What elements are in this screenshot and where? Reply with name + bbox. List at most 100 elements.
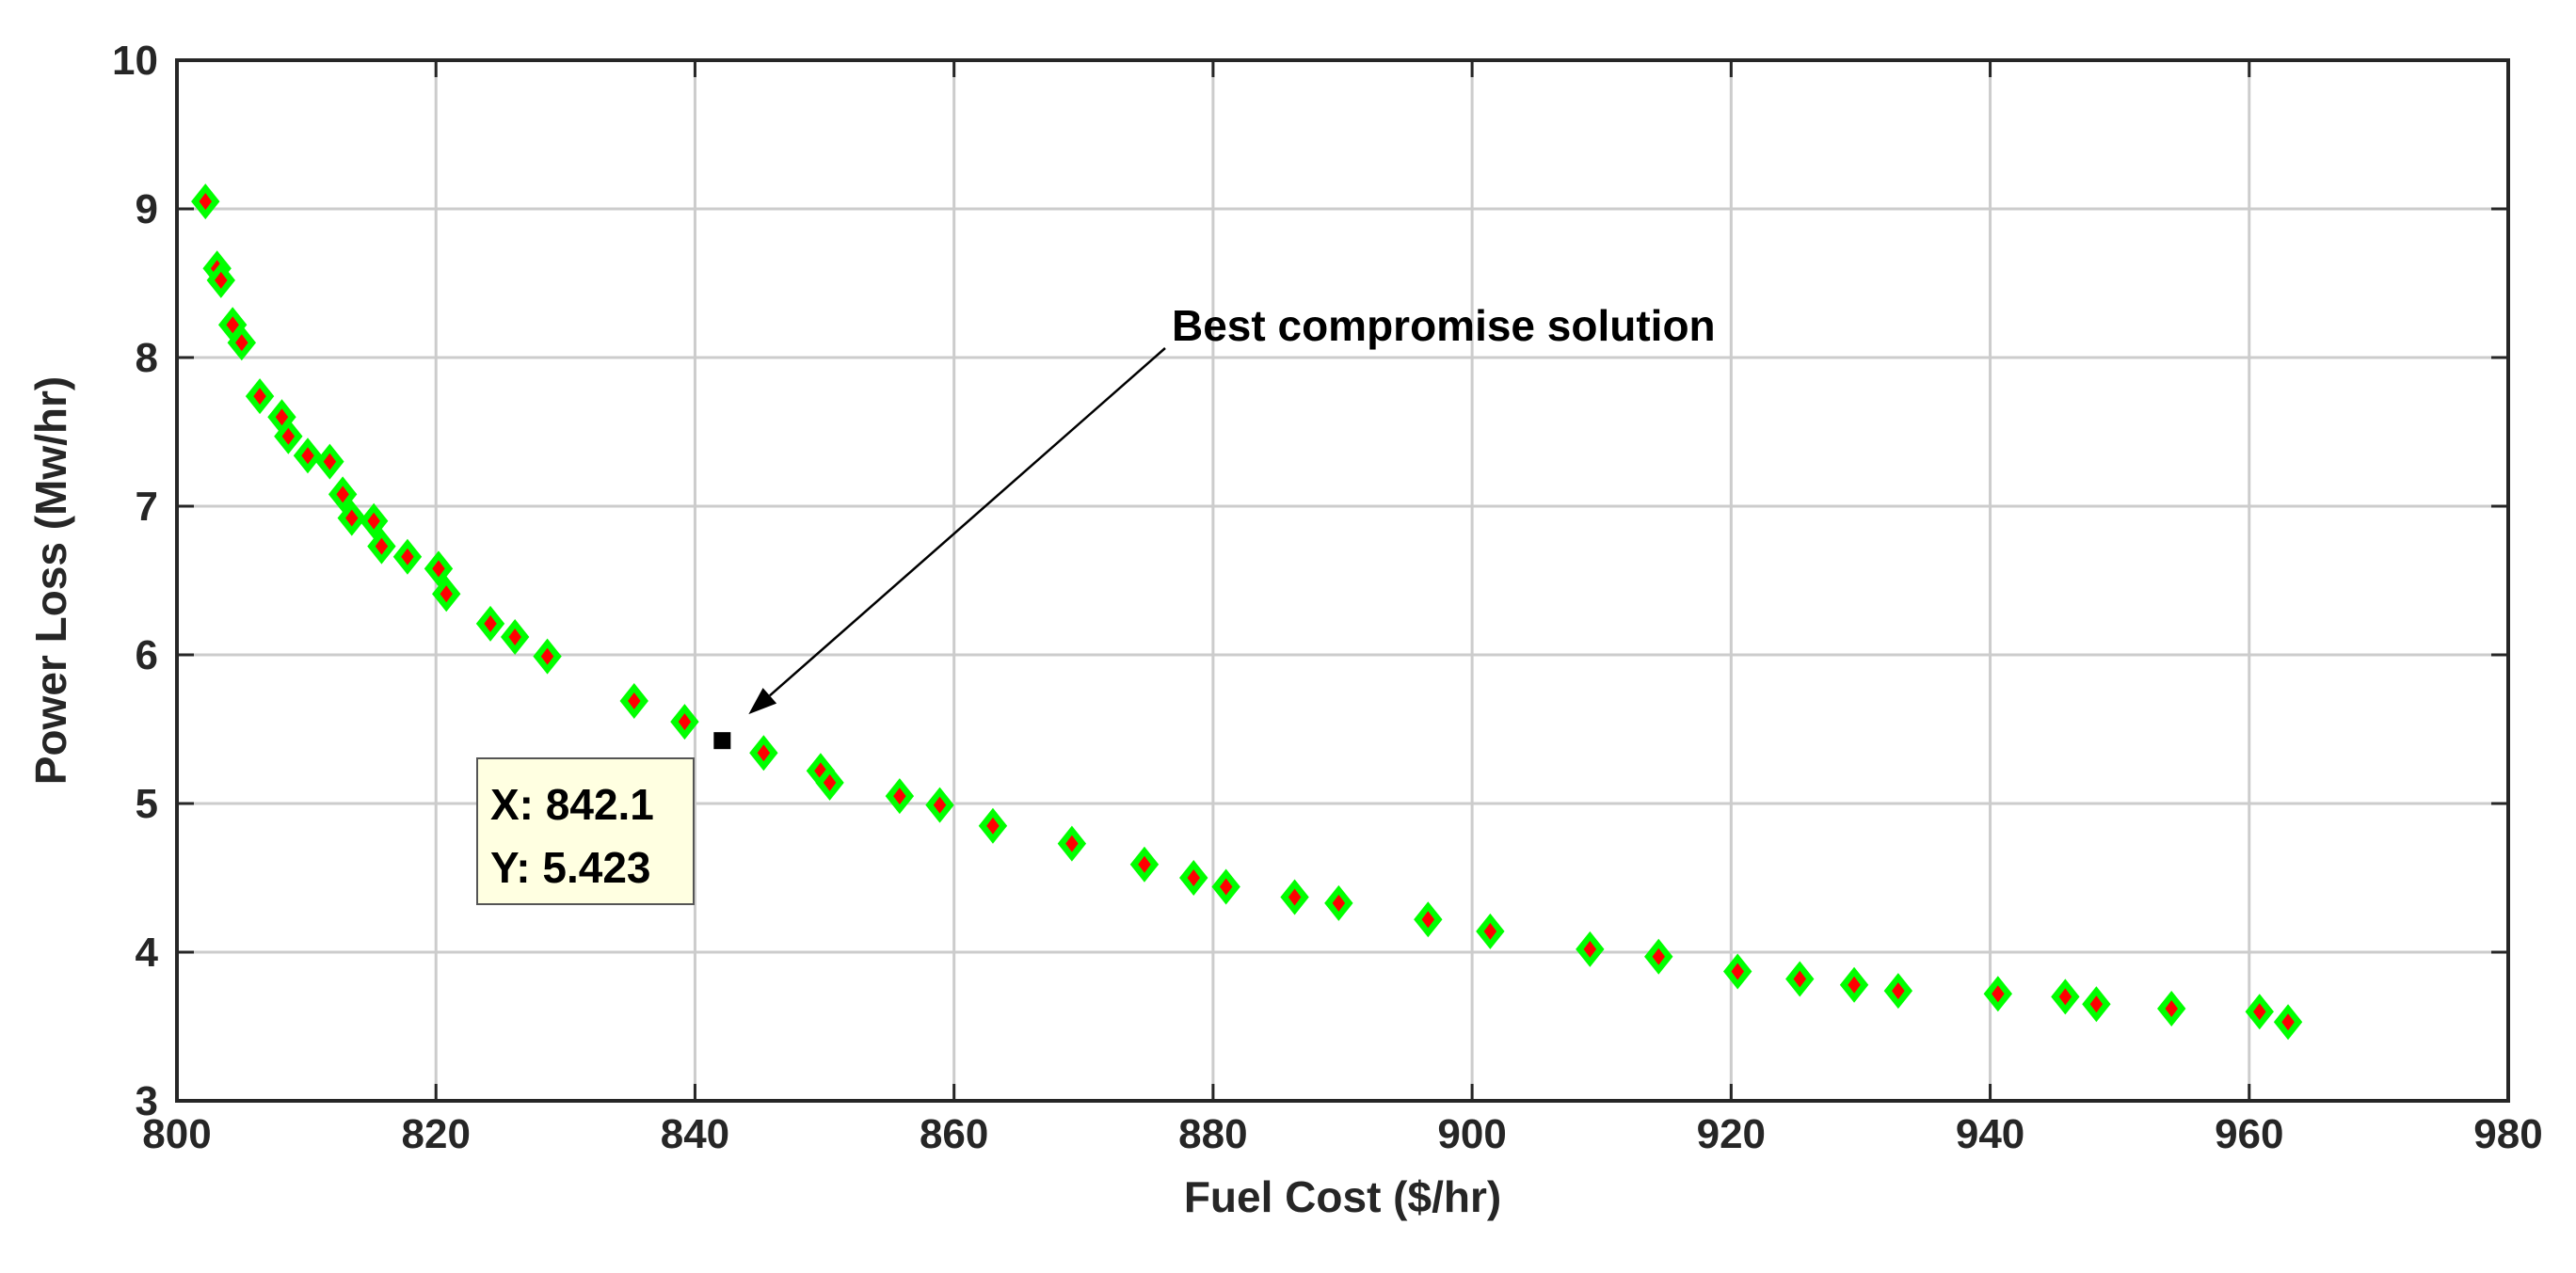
data-point [432,576,461,613]
data-point [1179,860,1208,896]
data-point-inner [2058,988,2072,1006]
data-point [191,183,220,220]
data-point [2245,994,2274,1030]
x-axis-label: Fuel Cost ($/hr) [1184,1172,1501,1221]
data-point [670,704,699,740]
data-point-inner [1992,985,2005,1003]
data-point-inner [2165,1000,2178,1018]
y-tick-label: 9 [136,186,158,232]
data-point-inner [986,817,1000,835]
data-point-inner [628,692,641,709]
data-point-inner [375,537,389,555]
datatip-x-value: X: 842.1 [490,780,654,829]
data-point-inner [235,334,248,352]
data-point [1723,953,1752,990]
data-point-inner [893,788,906,805]
data-point-inner [215,271,228,289]
data-point [337,500,366,536]
data-point-inner [432,560,445,578]
data-point [1576,931,1605,967]
data-point [392,538,423,575]
data-point [1280,879,1309,915]
data-point-inner [367,512,380,530]
data-point [1785,961,1815,997]
data-point [245,378,275,415]
data-point-inner [1483,922,1497,940]
data-point-inner [2281,1013,2295,1031]
data-point [1476,913,1505,949]
x-tick-label: 800 [142,1111,211,1157]
data-point-inner [508,629,521,646]
data-point-inner [1583,940,1597,958]
data-point [2157,991,2186,1027]
datatip-y-value: Y: 5.423 [490,843,650,892]
annotation-text: Best compromise solution [1172,301,1716,350]
data-point-inner [1138,855,1151,873]
datatip: X: 842.1 Y: 5.423 [476,757,695,905]
x-tick-label: 960 [2215,1111,2283,1157]
x-tick-label: 880 [1178,1111,1247,1157]
data-point [500,619,530,656]
data-point-inner [2253,1003,2266,1021]
data-point [1839,966,1869,1003]
data-point-inner [1187,869,1200,886]
data-point [815,764,844,801]
data-point [619,682,648,719]
data-point-inner [2089,995,2104,1013]
data-point-inner [933,796,947,814]
data-point [1129,846,1160,883]
y-tick-label: 8 [136,335,158,381]
x-axis-ticks: 800 820 840 860 880 900 920 940 960 980 [142,60,2543,1157]
data-point-inner [253,388,266,406]
datatip-box [476,757,695,905]
data-point-inner [1288,888,1302,906]
data-point [925,787,954,823]
y-tick-label: 10 [112,38,158,84]
x-tick-label: 920 [1697,1111,1766,1157]
x-tick-label: 900 [1437,1111,1506,1157]
highlighted-point-marker [713,732,731,750]
data-point [1644,938,1673,975]
data-point-inner [199,193,213,211]
data-point [475,605,505,642]
data-point [227,325,257,361]
data-point-inner [1892,982,1905,1000]
data-point [1057,825,1087,862]
data-point-inner [323,453,337,470]
data-point-inner [1421,911,1435,929]
x-tick-label: 840 [661,1111,729,1157]
annotation-arrow [769,347,1166,697]
x-tick-label: 980 [2473,1111,2542,1157]
x-tick-label: 940 [1956,1111,2024,1157]
y-tick-label: 5 [136,781,158,827]
y-tick-label: 3 [136,1078,158,1124]
data-point-inner [1793,970,1807,988]
data-point-inner [281,427,296,445]
data-point [293,438,323,474]
data-point [274,418,303,454]
data-point-inner [275,408,289,426]
x-tick-label: 820 [402,1111,471,1157]
y-axis-ticks: 3 4 5 6 7 8 9 10 [112,38,2508,1124]
data-point [206,262,235,298]
data-point [367,528,396,565]
data-point-inner [1652,947,1666,965]
data-point-inner [484,614,497,632]
data-point-inner [1219,878,1233,896]
y-axis-label: Power Loss (Mw/hr) [26,376,75,785]
data-point [1414,901,1443,938]
annotation: Best compromise solution [748,301,1716,715]
data-point-inner [440,585,453,603]
plot-frame [175,58,2510,1103]
data-point [2082,986,2111,1023]
data-point-inner [540,647,554,665]
data-point [1211,868,1240,905]
data-point-inner [1731,963,1744,980]
y-tick-label: 6 [136,632,158,678]
data-point [2273,1004,2303,1041]
annotation-arrow-head [748,688,777,715]
data-point [749,735,778,772]
